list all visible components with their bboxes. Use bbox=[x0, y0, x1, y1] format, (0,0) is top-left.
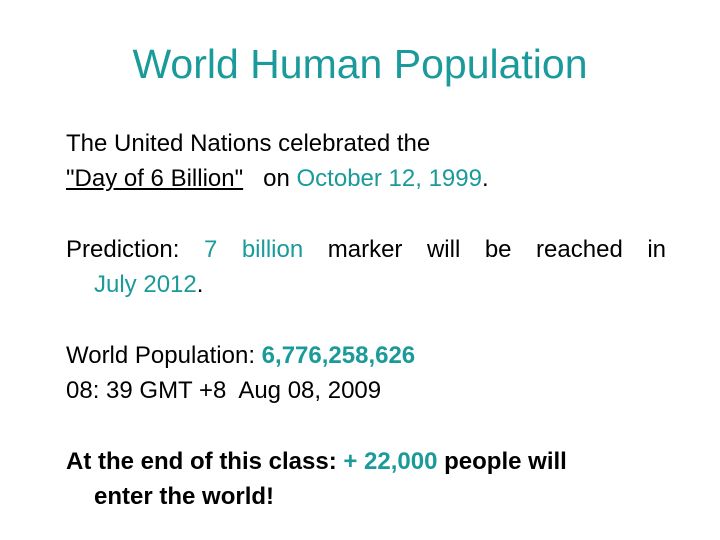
class-growth-paragraph: At the end of this class: + 22,000 peopl… bbox=[66, 444, 666, 514]
un-celebration-paragraph: The United Nations celebrated the "Day o… bbox=[66, 126, 666, 196]
population-timestamp: 08: 39 GMT +8 Aug 08, 2009 bbox=[66, 377, 382, 404]
class-growth-rest: people will bbox=[444, 448, 567, 475]
world-population-paragraph: World Population: 6,776,258,626 08: 39 G… bbox=[66, 338, 666, 408]
period-2: . bbox=[196, 271, 204, 298]
world-population-value: 6,776,258,626 bbox=[261, 342, 416, 369]
prediction-rest: marker will be reached in bbox=[327, 236, 667, 263]
un-celebration-line2: "Day of 6 Billion" on October 12, 1999. bbox=[66, 161, 666, 196]
celebration-date: October 12, 1999 bbox=[296, 165, 482, 192]
day-of-6-billion-link[interactable]: "Day of 6 Billion" bbox=[66, 165, 244, 192]
prediction-line2: July 2012. bbox=[66, 267, 666, 302]
on-word: on bbox=[263, 165, 290, 192]
slide-body: The United Nations celebrated the "Day o… bbox=[66, 126, 666, 514]
prediction-date: July 2012 bbox=[94, 271, 197, 298]
world-population-label: World Population: bbox=[66, 342, 255, 369]
class-growth-line1: At the end of this class: + 22,000 peopl… bbox=[66, 444, 666, 479]
un-celebration-line1: The United Nations celebrated the bbox=[66, 130, 431, 157]
slide-title: World Human Population bbox=[132, 41, 588, 87]
prediction-paragraph: Prediction: 7 billion marker will be rea… bbox=[66, 232, 666, 302]
class-growth-prefix: At the end of this class: bbox=[66, 448, 337, 475]
class-growth-line2: enter the world! bbox=[94, 483, 275, 510]
prediction-label: Prediction: bbox=[66, 236, 180, 263]
world-population-line: World Population: 6,776,258,626 bbox=[66, 338, 666, 373]
period-1: . bbox=[481, 165, 489, 192]
class-growth-number: + 22,000 bbox=[343, 448, 438, 475]
seven-billion-value: 7 billion bbox=[203, 236, 304, 263]
prediction-line1: Prediction: 7 billion marker will be rea… bbox=[66, 232, 666, 267]
